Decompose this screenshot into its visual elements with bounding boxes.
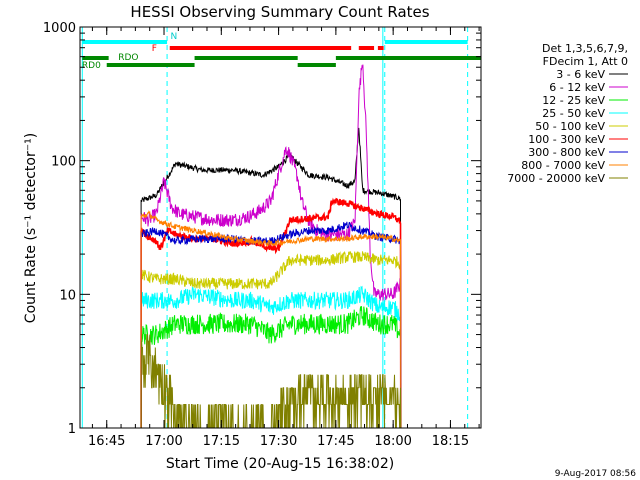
x-tick-label: 18:15: [432, 434, 469, 449]
legend-entry-label: 300 - 800 keV: [528, 146, 605, 159]
y-axis: 1 10 100 1000: [43, 21, 481, 437]
legend-header: FDecim 1, Att 0: [543, 55, 628, 68]
series-line: [140, 285, 402, 429]
plot-area: N F RDO RD0: [81, 27, 481, 429]
series-line: [140, 306, 402, 429]
legend: Det 1,3,5,6,7,9,FDecim 1, Att 03 - 6 keV…: [507, 42, 628, 185]
x-tick-label: 16:45: [88, 434, 125, 449]
saa-flag-label: RDO: [118, 53, 138, 63]
flare-flag-label: F: [152, 44, 157, 54]
night-flag-label: N: [171, 32, 178, 42]
series-line: [140, 334, 402, 429]
legend-header: Det 1,3,5,6,7,9,: [542, 42, 628, 55]
legend-entry-label: 50 - 100 keV: [535, 120, 605, 133]
x-tick-label: 17:00: [145, 434, 182, 449]
series-line: [140, 197, 402, 429]
chart-title: HESSI Observing Summary Count Rates: [130, 3, 429, 21]
series-line: [140, 64, 402, 429]
timestamp: 9-Aug-2017 08:56: [555, 469, 637, 479]
x-tick-label: 18:00: [374, 434, 411, 449]
legend-entry-label: 7000 - 20000 keV: [507, 172, 605, 185]
series-line: [140, 210, 402, 429]
x-tick-label: 17:15: [203, 434, 240, 449]
x-tick-label: 17:30: [260, 434, 297, 449]
legend-entry-label: 3 - 6 keV: [556, 68, 605, 81]
legend-entry-label: 25 - 50 keV: [542, 107, 605, 120]
plot-frame: [79, 26, 482, 429]
legend-entry-label: 12 - 25 keV: [542, 94, 605, 107]
y-axis-label: Count Rate (s⁻¹ detector⁻¹): [23, 133, 39, 323]
y-tick-label: 10: [59, 288, 76, 303]
y-tick-label: 100: [51, 155, 76, 170]
saa-flag-label: RD0: [82, 61, 101, 71]
y-tick-label: 1: [68, 422, 76, 437]
y-tick-label: 1000: [43, 21, 76, 36]
x-tick-label: 17:45: [317, 434, 354, 449]
x-axis: 16:45 17:00 17:15 17:30 17:45 18:00 18:15: [88, 27, 480, 449]
x-axis-label: Start Time (20-Aug-15 16:38:02): [166, 456, 394, 472]
legend-entry-label: 100 - 300 keV: [528, 133, 605, 146]
series-line: [140, 250, 402, 429]
legend-entry-label: 800 - 7000 keV: [521, 159, 605, 172]
legend-entry-label: 6 - 12 keV: [549, 81, 605, 94]
